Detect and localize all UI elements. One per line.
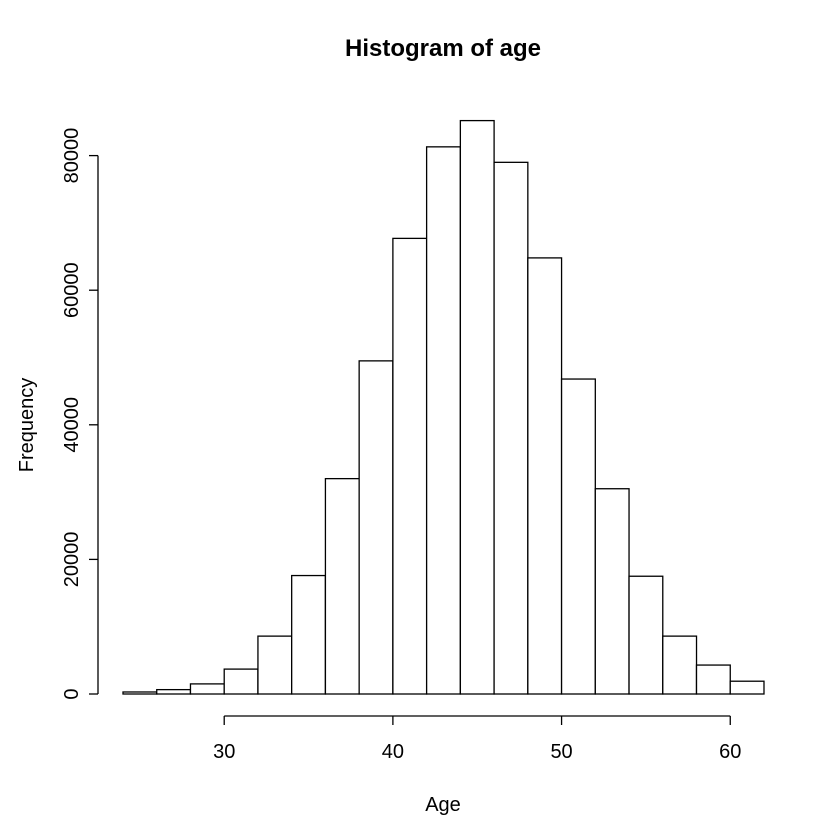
bars-group [122, 119, 765, 695]
histogram-bar [257, 635, 293, 695]
x-tick-label: 50 [550, 741, 572, 763]
x-axis: 30 40 50 60 [213, 715, 741, 763]
histogram-bar [493, 161, 529, 695]
histogram-bar [695, 664, 731, 695]
histogram-bar [156, 688, 192, 695]
histogram-bar [560, 378, 596, 695]
histogram-bar [425, 146, 462, 695]
y-tick-label: 40000 [61, 397, 83, 453]
histogram-bar [291, 574, 327, 695]
histogram-bar [122, 691, 158, 695]
histogram-bar [527, 257, 563, 695]
chart-title: Histogram of age [345, 35, 541, 62]
histogram-bar [392, 237, 428, 695]
x-axis-title: Age [425, 794, 461, 816]
y-tick-label: 20000 [61, 532, 83, 588]
x-tick-label: 40 [382, 741, 404, 763]
y-tick-label: 60000 [61, 262, 83, 318]
x-tick-label: 60 [719, 741, 741, 763]
x-tick-label: 30 [213, 741, 235, 763]
histogram-bar [459, 119, 495, 695]
histogram-bar [324, 477, 360, 695]
histogram-bar [223, 668, 259, 695]
y-axis: 0 20000 40000 60000 80000 [61, 128, 99, 700]
histogram-bar [358, 360, 394, 695]
histogram-bar [594, 488, 630, 695]
histogram-bar [662, 635, 698, 695]
histogram-bar [628, 575, 664, 695]
y-tick-label: 0 [61, 688, 83, 699]
y-tick-label: 80000 [61, 128, 83, 184]
y-axis-title: Frequency [16, 378, 38, 473]
histogram-bar [189, 683, 225, 695]
histogram-bar [729, 680, 765, 695]
